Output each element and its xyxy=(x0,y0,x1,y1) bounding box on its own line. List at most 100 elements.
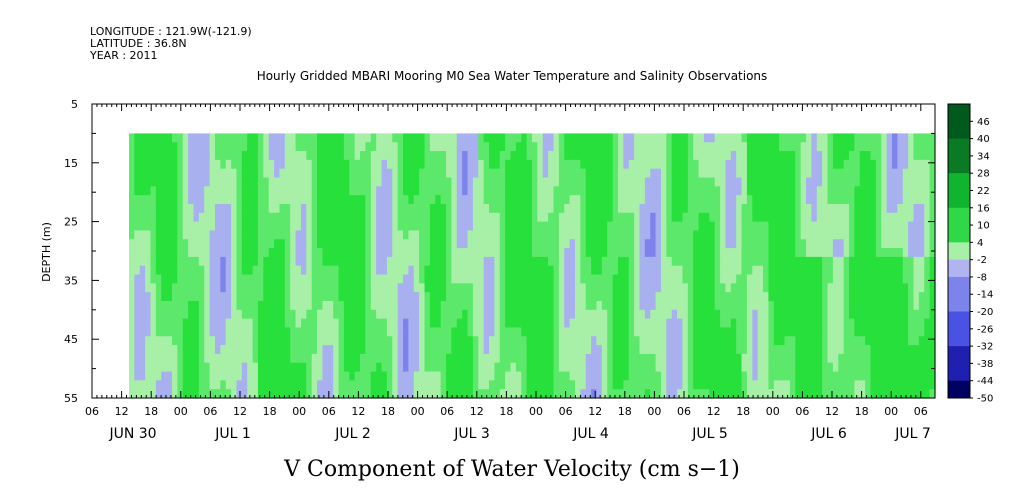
heat-cell xyxy=(365,256,372,267)
heat-cell xyxy=(290,265,297,276)
heat-cell xyxy=(462,265,469,276)
heat-cell xyxy=(795,327,802,337)
heat-cell xyxy=(596,256,603,267)
heat-cell xyxy=(236,292,243,302)
heat-cell xyxy=(413,221,420,232)
heat-cell xyxy=(381,353,388,364)
heat-cell xyxy=(548,283,555,293)
heat-cell xyxy=(386,371,393,381)
heat-cell xyxy=(623,239,630,249)
heat-cell xyxy=(220,345,227,355)
heat-cell xyxy=(440,300,447,311)
heat-cell xyxy=(902,362,909,373)
heat-cell xyxy=(295,186,302,196)
heat-cell xyxy=(913,186,920,196)
heat-cell xyxy=(338,292,345,302)
heat-cell xyxy=(849,362,855,373)
heat-cell xyxy=(623,151,630,161)
heat-cell xyxy=(472,248,479,258)
heat-cell xyxy=(392,353,399,364)
heat-cell xyxy=(580,345,587,355)
heat-cell xyxy=(429,345,436,355)
heat-cell xyxy=(510,203,517,214)
heat-cell xyxy=(408,274,415,284)
heat-cell xyxy=(773,151,780,161)
heat-cell xyxy=(666,327,673,337)
heat-cell xyxy=(446,362,452,373)
heat-cell xyxy=(542,203,549,214)
heat-cell xyxy=(150,309,157,320)
heat-cell xyxy=(859,265,866,276)
heat-cell xyxy=(171,353,178,364)
heat-cell xyxy=(472,133,479,143)
heat-cell xyxy=(628,203,635,214)
heat-cell xyxy=(129,221,135,232)
heat-cell xyxy=(311,230,318,240)
heat-cell xyxy=(623,142,630,152)
heat-cell xyxy=(231,336,238,346)
heat-cell xyxy=(929,151,936,161)
heat-cell xyxy=(204,380,211,390)
heat-cell xyxy=(257,221,264,232)
heat-cell xyxy=(467,300,474,311)
heat-cell xyxy=(343,256,350,267)
heat-cell xyxy=(279,300,286,311)
heat-cell xyxy=(816,300,823,311)
heat-cell xyxy=(161,371,168,381)
heat-cell xyxy=(773,221,780,232)
heat-cell xyxy=(693,371,700,381)
heat-cell xyxy=(725,336,732,346)
heat-cell xyxy=(607,203,614,214)
heat-cell xyxy=(617,151,624,161)
heat-cell xyxy=(693,318,700,329)
heat-cell xyxy=(257,142,264,152)
heat-cell xyxy=(214,283,221,293)
heat-cell xyxy=(902,151,909,161)
heat-cell xyxy=(886,283,893,293)
heat-cell xyxy=(338,230,345,240)
heat-cell xyxy=(231,230,238,240)
heat-cell xyxy=(800,177,807,187)
heat-cell xyxy=(752,256,759,267)
heat-cell xyxy=(897,336,904,346)
heat-cell xyxy=(789,318,796,329)
heat-cell xyxy=(881,318,888,329)
heat-cell xyxy=(333,283,340,293)
heat-cell xyxy=(446,345,452,355)
heat-cell xyxy=(816,336,823,346)
heat-cell xyxy=(558,168,565,179)
heat-cell xyxy=(843,336,850,346)
heat-cell xyxy=(193,336,200,346)
heat-cell xyxy=(521,292,528,302)
heat-cell xyxy=(908,265,915,276)
heat-cell xyxy=(284,292,291,302)
heat-cell xyxy=(284,318,291,329)
heat-cell xyxy=(553,336,560,346)
heat-cell xyxy=(542,239,549,249)
heat-cell xyxy=(381,151,388,161)
heat-cell xyxy=(795,353,802,364)
heat-cell xyxy=(564,256,571,267)
heat-cell xyxy=(166,327,173,337)
heat-cell xyxy=(354,353,361,364)
heat-cell xyxy=(198,221,205,232)
heat-cell xyxy=(800,239,807,249)
heat-cell xyxy=(698,380,705,390)
heat-cell xyxy=(435,274,442,284)
heat-cell xyxy=(838,221,845,232)
heat-cell xyxy=(617,142,624,152)
heat-cell xyxy=(166,159,173,170)
heat-cell xyxy=(241,142,248,152)
heat-cell xyxy=(424,336,431,346)
heat-cell xyxy=(902,353,909,364)
heat-cell xyxy=(806,371,813,381)
heat-cell xyxy=(408,292,415,302)
colorbar-frame xyxy=(947,103,971,399)
heat-cell xyxy=(284,283,291,293)
heat-cell xyxy=(343,309,350,320)
heat-cell xyxy=(806,159,813,170)
heat-cell xyxy=(268,195,275,205)
heat-cell xyxy=(585,389,592,399)
heat-cell xyxy=(795,292,802,302)
heat-cell xyxy=(757,336,764,346)
